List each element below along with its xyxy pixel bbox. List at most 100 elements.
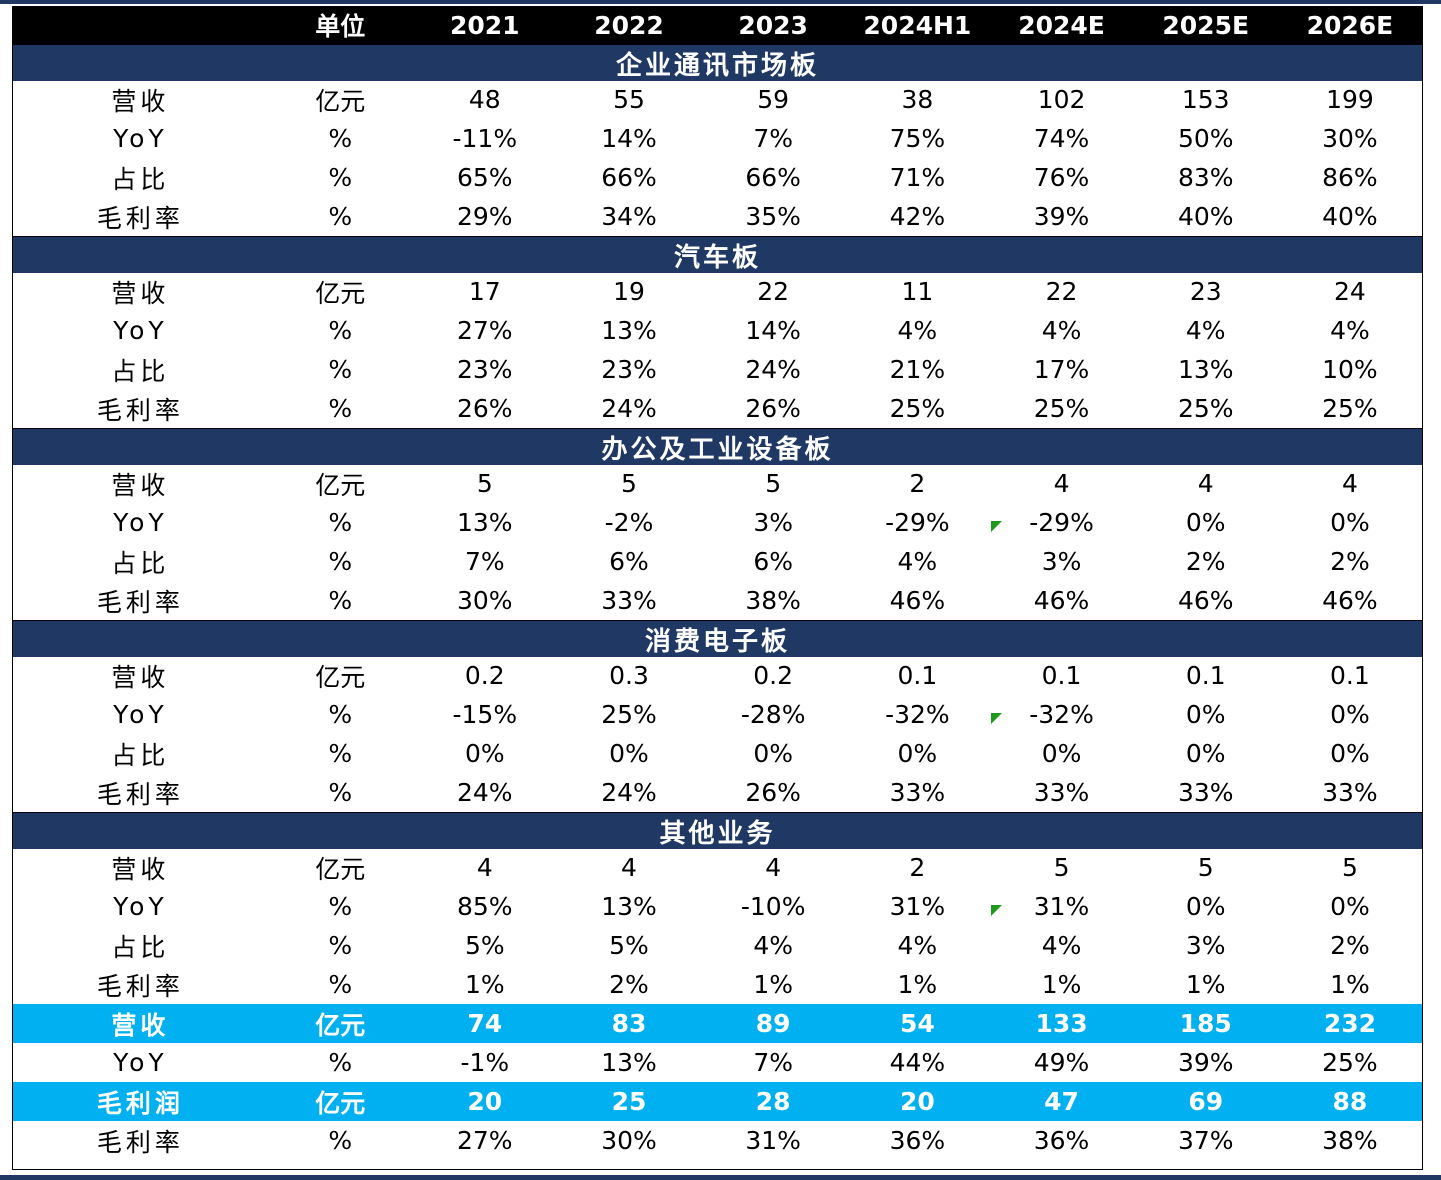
- table-row: 毛利率% 27% 30% 31% 36% 36% 37% 38%: [13, 1121, 1422, 1160]
- value-cell: 25%: [1322, 1048, 1378, 1077]
- row-label: YoY: [113, 1048, 168, 1077]
- unit-cell: 亿元: [315, 470, 366, 500]
- table-row: 营收 亿元 0.2 0.3 0.2 0.1 0.1 0.1 0.1: [13, 656, 1422, 695]
- table-row: 毛利率% 30% 33% 38% 46% 46% 46% 46%: [13, 581, 1422, 620]
- value-cell: 5: [1341, 853, 1358, 882]
- value-cell: 0.1: [1041, 661, 1082, 690]
- value-cell: 4: [1341, 469, 1358, 498]
- value-cell: 0.1: [1330, 661, 1370, 690]
- value-cell: 46%: [889, 586, 946, 615]
- value-cell: 0%: [1185, 508, 1226, 537]
- value-cell: 7%: [464, 547, 505, 576]
- unit-cell: %: [328, 316, 353, 345]
- value-cell: -29%: [885, 508, 950, 537]
- value-cell: 185: [1179, 1009, 1232, 1038]
- value-cell: 4%: [753, 931, 793, 960]
- value-cell: 74%: [1033, 124, 1090, 153]
- row-label: 占比: [111, 164, 170, 194]
- row-label: 毛利率: [96, 779, 184, 809]
- value-cell: 0%: [1330, 700, 1370, 729]
- value-cell: 4: [1053, 469, 1070, 498]
- section-title: 办公及工业设备板: [601, 434, 834, 465]
- value-cell: 25%: [1322, 394, 1378, 423]
- row-label: 占比: [111, 740, 170, 770]
- unit-cell: %: [328, 163, 353, 192]
- value-cell: 22: [1045, 277, 1078, 306]
- table-row: 占比% 7% 6% 6% 4% 3% 2% 2%: [13, 542, 1422, 581]
- value-cell: 0%: [1330, 892, 1370, 921]
- unit-cell: %: [328, 1126, 353, 1155]
- table-row: 毛利率% 26% 24% 26% 25% 25% 25% 25%: [13, 389, 1422, 428]
- value-cell: 2%: [1330, 931, 1370, 960]
- value-cell: 0.1: [1185, 661, 1226, 690]
- value-cell: 13%: [601, 1048, 657, 1077]
- table-row: YoY% -11% 14% 7% 75% 74% 50% 30%: [13, 119, 1422, 158]
- value-cell: 74: [467, 1009, 503, 1038]
- unit-cell: %: [328, 1048, 353, 1077]
- value-cell: 42%: [889, 202, 946, 231]
- value-cell: -28%: [740, 700, 806, 729]
- unit-cell: %: [328, 892, 353, 921]
- value-cell: 89: [755, 1009, 791, 1038]
- value-cell: 232: [1323, 1009, 1377, 1038]
- value-cell: 27%: [457, 1126, 513, 1155]
- value-cell: 2023: [738, 10, 808, 40]
- value-cell: -15%: [452, 700, 518, 729]
- value-cell: 5: [476, 469, 493, 498]
- value-cell: 36%: [1033, 1126, 1090, 1155]
- value-cell: 33%: [1322, 778, 1378, 807]
- value-cell: 33%: [889, 778, 946, 807]
- unit-cell: %: [328, 124, 353, 153]
- unit-cell: %: [328, 778, 353, 807]
- value-cell: 29%: [457, 202, 513, 231]
- unit-cell: %: [328, 586, 353, 615]
- value-cell: 88: [1332, 1087, 1368, 1116]
- value-cell: 2022: [594, 10, 664, 40]
- value-cell: -11%: [452, 124, 518, 153]
- value-cell: 83%: [1177, 163, 1234, 192]
- section-title: 消费电子板: [644, 626, 790, 657]
- value-cell: 0.3: [609, 661, 649, 690]
- comment-marker-icon: [991, 905, 1002, 916]
- value-cell: 2%: [1330, 547, 1370, 576]
- value-cell: 36%: [889, 1126, 946, 1155]
- value-cell: 0%: [897, 739, 938, 768]
- revenue-table: 单位 2021 2022 2023 2024H1 2024E 2025E 2026E 企业通讯市…: [12, 6, 1423, 1170]
- row-label: 毛利率: [96, 395, 184, 425]
- row-label: 毛利润: [96, 1088, 184, 1118]
- value-cell: 86%: [1322, 163, 1378, 192]
- table-row: YoY% 85% 13% -10% 31% 31% 0% 0%: [13, 887, 1422, 926]
- table-row: 占比% 5% 5% 4% 4% 4% 3% 2%: [13, 926, 1422, 965]
- table-row: 毛利率% 24% 24% 26% 33% 33% 33% 33%: [13, 773, 1422, 812]
- value-cell: 38: [901, 85, 934, 114]
- value-cell: 25: [611, 1087, 647, 1116]
- value-cell: 28: [755, 1087, 791, 1116]
- value-cell: 3%: [1041, 547, 1082, 576]
- value-cell: 75%: [889, 124, 946, 153]
- value-cell: -1%: [460, 1048, 510, 1077]
- row-label: 营收: [111, 1010, 170, 1040]
- comment-marker-icon: [991, 521, 1002, 532]
- table-row: 营收 亿元 5 5 5 2 4 4 4: [13, 464, 1422, 503]
- unit-cell: %: [328, 508, 353, 537]
- value-cell: 76%: [1033, 163, 1090, 192]
- value-cell: 69: [1188, 1087, 1224, 1116]
- section-title: 其他业务: [659, 818, 776, 849]
- unit-cell: %: [328, 547, 353, 576]
- unit-cell: 亿元: [315, 86, 366, 116]
- table-row: 占比% 65% 66% 66% 71% 76% 83% 86%: [13, 158, 1422, 197]
- section-title: 企业通讯市场板: [615, 50, 819, 81]
- value-cell: 47: [1044, 1087, 1079, 1116]
- value-cell: 34%: [601, 202, 657, 231]
- row-label: YoY: [113, 892, 168, 921]
- value-cell: 4%: [897, 316, 938, 345]
- value-cell: 4: [1197, 469, 1214, 498]
- value-cell: 4: [765, 853, 782, 882]
- value-cell: 26%: [745, 394, 801, 423]
- unit-cell: 亿元: [315, 278, 366, 308]
- value-cell: 31%: [1033, 892, 1090, 921]
- value-cell: 65%: [457, 163, 513, 192]
- value-cell: 2026E: [1306, 10, 1394, 40]
- value-cell: 133: [1035, 1009, 1088, 1038]
- value-cell: 44%: [889, 1048, 946, 1077]
